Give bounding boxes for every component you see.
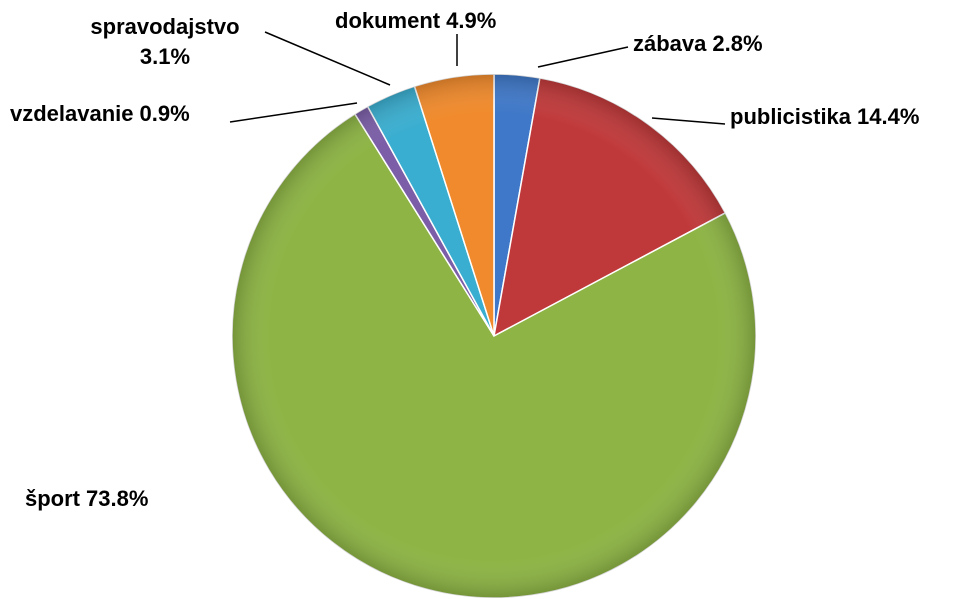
data-label: spravodajstvo 3.1%	[90, 14, 239, 69]
label-category: zábava	[633, 31, 707, 56]
label-category: dokument	[335, 8, 441, 33]
leader-line	[229, 102, 358, 123]
leader-line	[651, 117, 726, 125]
label-value: 2.8%	[712, 31, 762, 56]
label-category: vzdelavanie	[10, 101, 134, 126]
label-value: 73.8%	[86, 486, 148, 511]
label-value: 14.4%	[857, 104, 919, 129]
label-category: šport	[25, 486, 81, 511]
label-value: 0.9%	[140, 101, 190, 126]
leader-line	[264, 31, 391, 86]
data-label: zábava 2.8%	[633, 31, 763, 56]
data-label: publicistika 14.4%	[730, 104, 919, 129]
leader-line	[537, 46, 629, 68]
label-value: 3.1%	[140, 44, 190, 69]
data-label: dokument 4.9%	[335, 8, 496, 33]
label-category: publicistika	[730, 104, 852, 129]
data-label: vzdelavanie 0.9%	[10, 101, 190, 126]
data-label: šport 73.8%	[25, 486, 148, 511]
label-category: spravodajstvo	[90, 14, 239, 39]
label-value: 4.9%	[446, 8, 496, 33]
